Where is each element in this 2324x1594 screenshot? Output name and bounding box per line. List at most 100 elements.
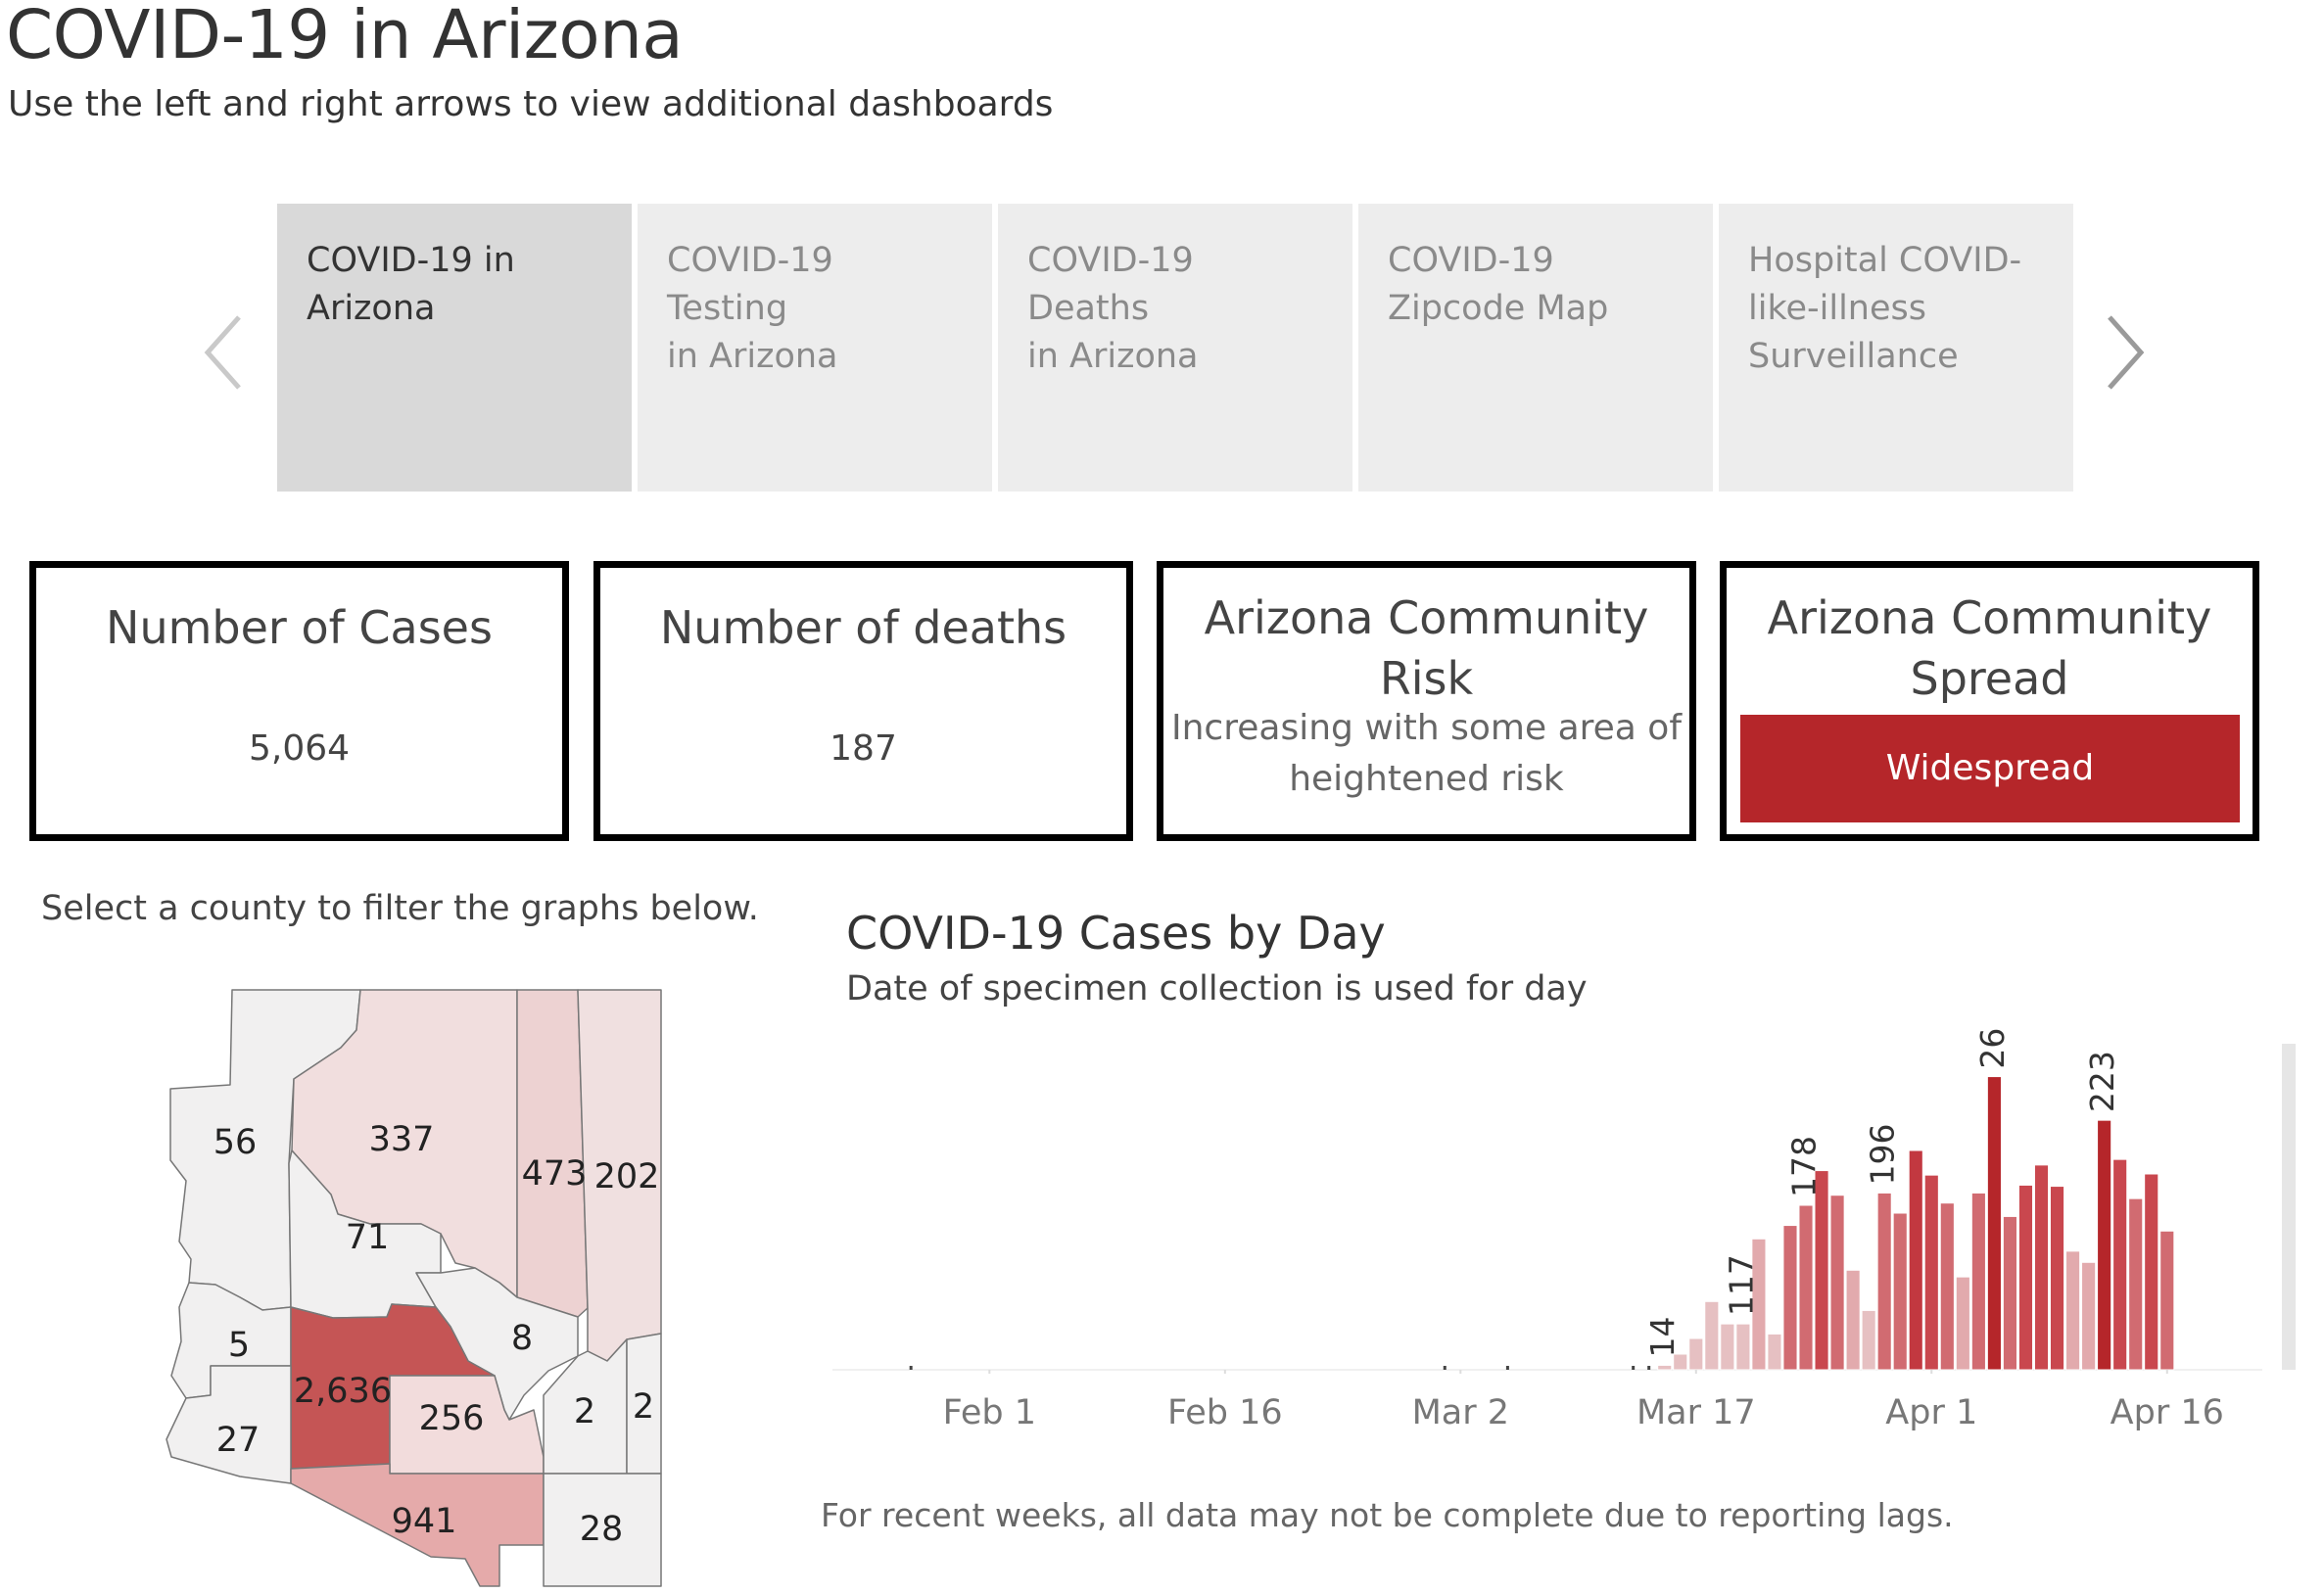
bar-2020-04-11[interactable] xyxy=(2081,1261,2097,1371)
bar-2020-04-04[interactable] xyxy=(1970,1192,1986,1371)
tab-label-line: COVID-19 Testing xyxy=(667,241,833,328)
bar-2020-03-14[interactable] xyxy=(1647,1366,1651,1370)
tab-testing[interactable]: COVID-19 Testing in Arizona xyxy=(638,204,992,492)
kpi-cases-value: 5,064 xyxy=(248,728,351,769)
bar-2020-03-25[interactable] xyxy=(1814,1170,1829,1371)
tab-covid-in-arizona[interactable]: COVID-19 in Arizona xyxy=(277,204,632,492)
kpi-deaths-card: Number of deaths 187 xyxy=(593,561,1133,841)
x-tick-label: Feb 16 xyxy=(1167,1393,1283,1432)
bar-2020-04-06[interactable] xyxy=(2002,1215,2018,1371)
bar-2020-03-13[interactable] xyxy=(1632,1366,1636,1370)
county-pima[interactable] xyxy=(290,1463,545,1587)
bar-2020-04-05[interactable] xyxy=(1986,1076,2002,1371)
county-label: 71 xyxy=(346,1218,390,1257)
tab-label-line: Surveillance xyxy=(1748,337,1959,376)
chart-footnote: For recent weeks, all data may not be co… xyxy=(821,1496,1954,1534)
bar-2020-03-26[interactable] xyxy=(1829,1195,1845,1371)
bar-2020-04-01[interactable] xyxy=(1923,1174,1939,1371)
kpi-community-spread-card: Arizona Community Spread Widespread xyxy=(1720,561,2259,841)
tab-label-line: Arizona xyxy=(307,289,436,328)
bar-2020-03-20[interactable] xyxy=(1735,1323,1751,1371)
bar-2020-03-17[interactable] xyxy=(1688,1337,1704,1371)
bar-2020-03-24[interactable] xyxy=(1798,1204,1814,1371)
chevron-right-icon[interactable] xyxy=(2104,313,2147,392)
data-label: 223 xyxy=(2083,1051,2121,1112)
bar-2020-04-13[interactable] xyxy=(2112,1158,2128,1371)
tab-label-line: in Arizona xyxy=(667,337,838,376)
bar-2020-03-22[interactable] xyxy=(1767,1333,1782,1371)
x-tick-label: Apr 1 xyxy=(1885,1393,1977,1432)
bar-2020-03-01[interactable] xyxy=(1443,1366,1447,1370)
bar-2020-03-30[interactable] xyxy=(1892,1212,1908,1371)
bar-2020-03-19[interactable] xyxy=(1720,1323,1735,1371)
county-label: 337 xyxy=(369,1120,435,1159)
bar-2020-04-10[interactable] xyxy=(2065,1250,2081,1371)
kpi-cases-title: Number of Cases xyxy=(106,601,493,654)
tab-deaths[interactable]: COVID-19 Deaths in Arizona xyxy=(998,204,1352,492)
county-label: 473 xyxy=(522,1154,588,1194)
kpi-cases-card: Number of Cases 5,064 xyxy=(29,561,569,841)
page-title: COVID-19 in Arizona xyxy=(6,0,684,74)
map-instruction: Select a county to filter the graphs bel… xyxy=(41,889,759,928)
bar-2020-03-27[interactable] xyxy=(1845,1269,1861,1371)
kpi-risk-title-clip: Arizona Community Risk xyxy=(1163,587,1689,703)
bar-2020-03-28[interactable] xyxy=(1861,1309,1876,1371)
bar-2020-03-05[interactable] xyxy=(1505,1366,1509,1370)
chart-scrollbar[interactable] xyxy=(2282,1044,2296,1370)
bar-2020-03-16[interactable] xyxy=(1673,1353,1688,1371)
x-tick-label: Apr 16 xyxy=(2111,1393,2224,1432)
kpi-spread-title: Arizona Community xyxy=(1767,591,2212,644)
x-tick-label: Mar 17 xyxy=(1636,1393,1756,1432)
tab-hospital-surveillance[interactable]: Hospital COVID- like-illness Surveillanc… xyxy=(1719,204,2073,492)
kpi-risk-status: Increasing with some area of xyxy=(1171,708,1682,748)
bar-2020-03-29[interactable] xyxy=(1876,1192,1892,1371)
tab-zipcode-map[interactable]: COVID-19 Zipcode Map xyxy=(1358,204,1713,492)
tab-label-line: COVID-19 in xyxy=(307,241,515,280)
bar-2020-04-08[interactable] xyxy=(2033,1164,2050,1371)
bar-2020-04-14[interactable] xyxy=(2128,1197,2144,1371)
county-yuma[interactable] xyxy=(166,1365,292,1484)
county-label: 2 xyxy=(633,1387,654,1427)
county-map: 56 337 473 202 71 5 8 2,636 27 256 2 2 9… xyxy=(166,989,662,1587)
tab-label-line: like-illness xyxy=(1748,289,1926,328)
status-badge: Widespread xyxy=(1740,715,2240,822)
kpi-risk-title: Arizona Community xyxy=(1204,591,1649,644)
cases-by-day-chart[interactable]: 14 117 178 196 262 223 Feb 1 Feb 16 Mar 2 Mar 17… xyxy=(832,1028,2324,1469)
bar-2020-04-02[interactable] xyxy=(1939,1202,1955,1371)
kpi-spread-title-clip: Arizona Community Spread xyxy=(1727,587,2253,703)
bar-2020-04-15[interactable] xyxy=(2144,1173,2159,1371)
kpi-community-risk-card: Arizona Community Risk Increasing with s… xyxy=(1157,561,1696,841)
kpi-spread-title: Spread xyxy=(1910,652,2069,703)
bar-2020-01-27[interactable] xyxy=(909,1366,913,1370)
county-label: 5 xyxy=(228,1326,250,1365)
data-label: 14 xyxy=(1643,1316,1682,1357)
bar-2020-03-31[interactable] xyxy=(1908,1149,1923,1371)
kpi-deaths-value: 187 xyxy=(830,728,897,769)
data-label: 196 xyxy=(1864,1123,1902,1185)
chart-title: COVID-19 Cases by Day xyxy=(846,907,1386,960)
bar-2020-04-16[interactable] xyxy=(2159,1230,2175,1371)
chart-subtitle: Date of specimen collection is used for … xyxy=(846,969,1588,1008)
bar-2020-03-23[interactable] xyxy=(1782,1225,1798,1371)
bar-2020-03-21[interactable] xyxy=(1751,1238,1767,1371)
county-cochise[interactable] xyxy=(543,1473,662,1587)
chevron-left-icon[interactable] xyxy=(202,313,245,392)
data-label: 262 xyxy=(1973,1028,2012,1069)
county-label: 28 xyxy=(580,1510,624,1549)
bar-2020-04-12[interactable] xyxy=(2097,1119,2112,1371)
data-label: 117 xyxy=(1722,1254,1760,1316)
tab-label-line: Zipcode Map xyxy=(1388,289,1609,328)
x-tick-label: Mar 2 xyxy=(1412,1393,1509,1432)
bar-2020-03-15[interactable] xyxy=(1657,1364,1673,1371)
bar-2020-04-03[interactable] xyxy=(1955,1276,1970,1371)
county-label: 2,636 xyxy=(294,1372,392,1411)
tab-label-line: Hospital COVID- xyxy=(1748,241,2022,280)
page-subtitle: Use the left and right arrows to view ad… xyxy=(8,84,1054,124)
bar-2020-04-09[interactable] xyxy=(2049,1186,2065,1371)
county-navajo[interactable] xyxy=(516,989,589,1318)
county-label: 56 xyxy=(213,1123,258,1162)
tab-label-line: in Arizona xyxy=(1027,337,1199,376)
bar-2020-04-07[interactable] xyxy=(2017,1184,2034,1371)
county-label: 202 xyxy=(594,1157,660,1196)
bar-2020-03-18[interactable] xyxy=(1704,1300,1720,1371)
